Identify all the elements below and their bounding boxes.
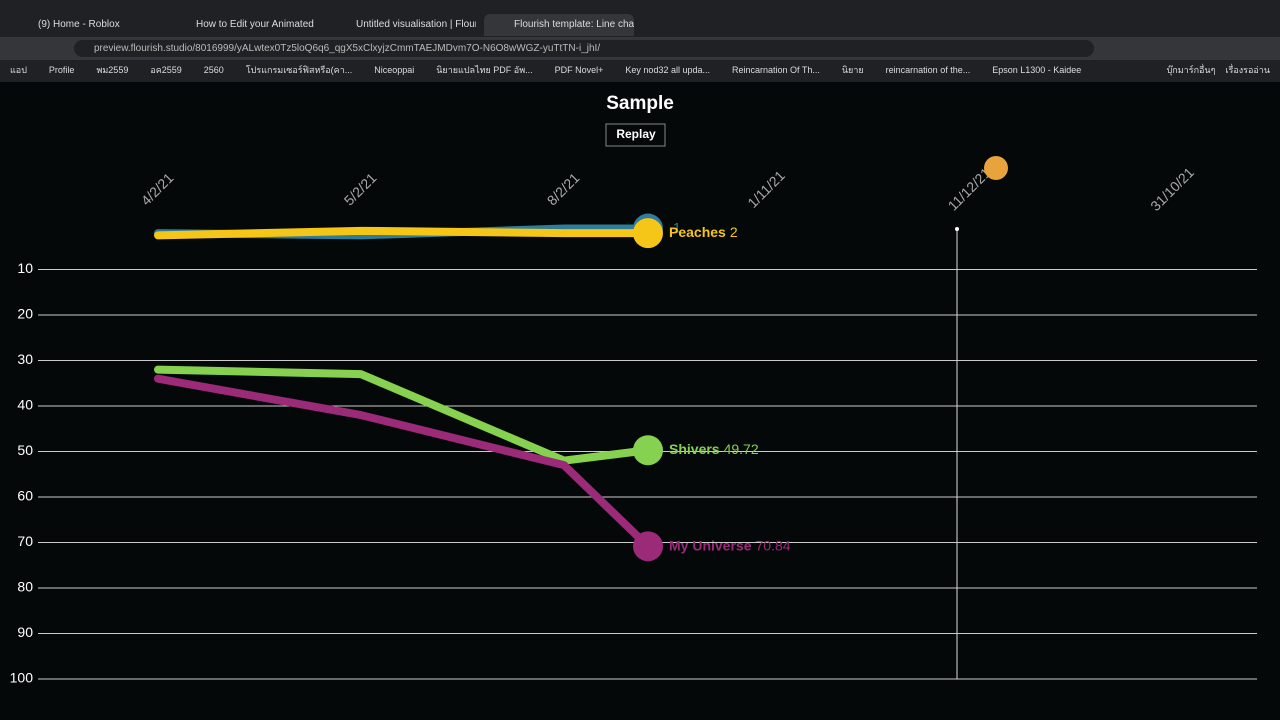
tab[interactable]: Flourish template: Line chart race xyxy=(484,14,634,36)
chart-title: Sample xyxy=(606,93,674,114)
y-tick-label: 70 xyxy=(17,533,33,549)
bookmark[interactable]: Profile xyxy=(48,65,75,75)
end-marker xyxy=(633,435,663,466)
bookmark[interactable]: Niceoppai xyxy=(374,65,415,75)
tab[interactable]: Untitled visualisation | Flourish xyxy=(356,19,476,30)
bookmark[interactable]: Epson L1300 - Kaidee xyxy=(992,65,1082,75)
current-dot xyxy=(955,227,959,231)
url[interactable]: preview.flourish.studio/8016999/yALwtex0… xyxy=(74,40,1094,57)
y-tick-label: 90 xyxy=(17,624,33,640)
tab[interactable]: How to Edit your Animated Char xyxy=(196,19,316,30)
bookmark[interactable]: 2560 xyxy=(203,65,224,75)
bookmarks-bar: แอป Profile พม2559 อค2559 2560 โปรแกรมเซอร์ฟิ… xyxy=(10,60,1103,80)
x-tick-label: 5/2/21 xyxy=(341,170,380,209)
button-frame[interactable] xyxy=(605,123,666,147)
x-tick-label: 31/10/21 xyxy=(1147,164,1197,214)
x-tick-label: 8/2/21 xyxy=(544,170,583,209)
end-label: My Universe 70.84 xyxy=(669,537,791,553)
bookmark[interactable]: เรื่องรออ่าน xyxy=(1225,65,1270,75)
value-label: 2 xyxy=(730,224,738,240)
y-tick-label: 100 xyxy=(10,670,34,686)
bookmark[interactable]: บุ๊กมาร์กอื่นๆ xyxy=(1166,65,1216,75)
y-tick-label: 50 xyxy=(17,442,33,458)
x-tick-label: 1/11/21 xyxy=(744,167,788,211)
series-name: My Universe xyxy=(669,537,752,553)
mascot-icon xyxy=(984,156,1008,180)
x-tick-label: 4/2/21 xyxy=(138,170,177,209)
value-label: 49.72 xyxy=(724,441,759,457)
bookmark[interactable]: Reincarnation Of Th... xyxy=(732,65,820,75)
y-tick-label: 60 xyxy=(17,488,33,504)
end-marker xyxy=(633,531,663,562)
address-bar: preview.flourish.studio/8016999/yALwtex0… xyxy=(0,37,1280,60)
end-label: Shivers 49.72 xyxy=(669,441,759,457)
bookmark[interactable]: นิยายแปลไทย PDF อัพ... xyxy=(436,65,533,75)
series-name: Shivers xyxy=(669,441,720,457)
y-tick-label: 80 xyxy=(17,579,33,595)
replay-button[interactable]: Replay xyxy=(616,127,656,141)
y-tick-label: 40 xyxy=(17,397,33,413)
bookmark[interactable]: อค2559 xyxy=(150,65,182,75)
tab[interactable]: (9) Home - Roblox xyxy=(38,19,120,30)
bookmark[interactable]: โปรแกรมเซอร์ฟิสหรือ(คา... xyxy=(245,65,353,75)
value-label: 70.84 xyxy=(755,537,790,553)
series-line xyxy=(154,374,652,551)
y-tick-label: 30 xyxy=(17,351,33,367)
browser-chrome: (9) Home - Roblox How to Edit your Anima… xyxy=(0,0,1280,82)
bookmark[interactable]: PDF Novel+ xyxy=(554,65,604,75)
series-line xyxy=(154,226,652,240)
value-label: 1 xyxy=(673,219,681,235)
end-marker xyxy=(633,218,663,249)
bookmark[interactable]: นิยาย xyxy=(841,65,864,75)
y-tick-label: 20 xyxy=(17,306,33,322)
series-line xyxy=(154,365,652,465)
bookmark[interactable]: แอป xyxy=(10,65,27,75)
bookmark[interactable]: พม2559 xyxy=(96,65,129,75)
end-label: 1 xyxy=(673,219,681,235)
series-name: Peaches xyxy=(669,224,726,240)
bookmark[interactable]: Key nod32 all upda... xyxy=(625,65,710,75)
bookmark[interactable]: reincarnation of the... xyxy=(885,65,971,75)
other-bookmarks: บุ๊กมาร์กอื่นๆ เรื่องรออ่าน xyxy=(1167,60,1270,80)
y-tick-label: 10 xyxy=(17,260,33,276)
end-label: Peaches 2 xyxy=(669,224,738,240)
